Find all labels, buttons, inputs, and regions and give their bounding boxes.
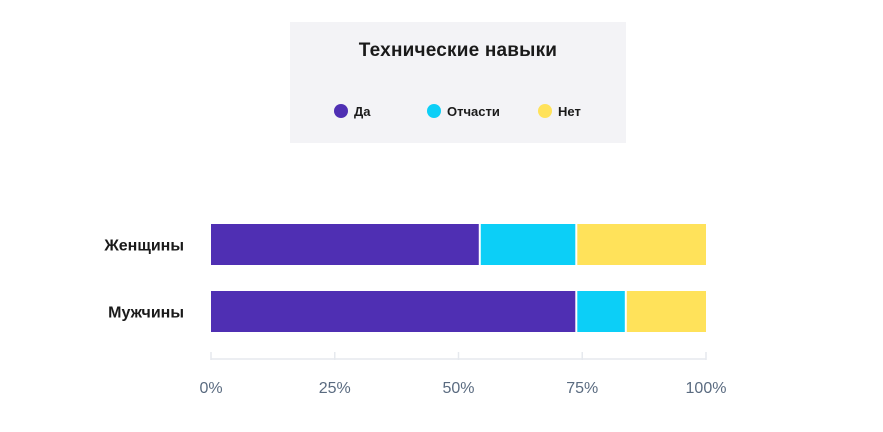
bar-Мужчины-Нет bbox=[626, 291, 706, 332]
bar-Мужчины-Да bbox=[211, 291, 576, 332]
legend-label-yes: Да bbox=[354, 103, 371, 119]
category-label-1: Мужчины bbox=[108, 305, 184, 322]
legend-item-yes: Да bbox=[334, 102, 371, 120]
legend-dot-no bbox=[538, 104, 552, 118]
category-label-0: Женщины bbox=[103, 238, 184, 255]
x-tick-label-2: 50% bbox=[442, 380, 474, 397]
legend-item-no: Нет bbox=[538, 102, 581, 120]
x-tick-label-3: 75% bbox=[566, 380, 598, 397]
bar-Женщины-Отчасти bbox=[480, 224, 576, 265]
bar-Женщины-Да bbox=[211, 224, 479, 265]
x-tick-label-0: 0% bbox=[199, 380, 222, 397]
legend-dot-yes bbox=[334, 104, 348, 118]
bar-Мужчины-Отчасти bbox=[577, 291, 625, 332]
legend: Технические навыки Да Отчасти Нет bbox=[290, 22, 626, 143]
legend-label-no: Нет bbox=[558, 103, 581, 119]
x-tick-label-4: 100% bbox=[686, 380, 727, 397]
chart-title: Технические навыки bbox=[358, 40, 558, 61]
legend-dot-partly bbox=[427, 104, 441, 118]
legend-label-partly: Отчасти bbox=[447, 103, 500, 119]
x-tick-label-1: 25% bbox=[319, 380, 351, 397]
bar-Женщины-Нет bbox=[577, 224, 706, 265]
legend-item-partly: Отчасти bbox=[427, 102, 500, 120]
